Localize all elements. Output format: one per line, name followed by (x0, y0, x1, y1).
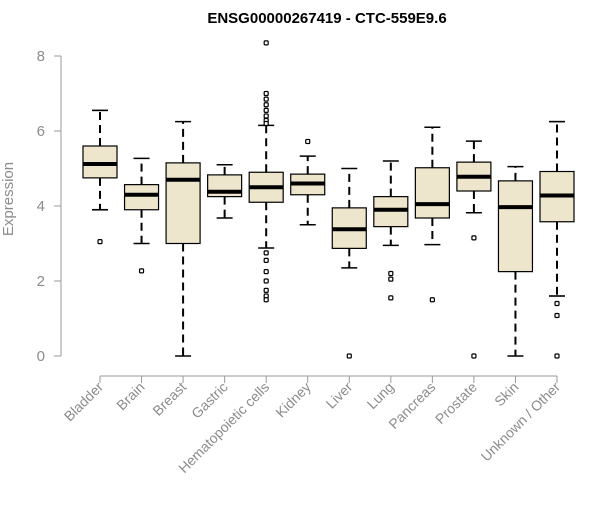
outlier-point (138, 268, 145, 274)
box-iqr (497, 180, 534, 273)
outlier-point (388, 276, 394, 282)
x-tick-label: Liver (323, 379, 356, 412)
outlier-point (263, 250, 269, 256)
outlier-point (263, 40, 269, 46)
box-group (290, 138, 326, 226)
x-tick-label: Unknown / Other (478, 379, 564, 465)
box-group (497, 165, 534, 357)
outlier-point (263, 113, 269, 119)
box-group (539, 120, 575, 359)
y-axis: 0 2 4 6 8 (37, 48, 62, 365)
outlier-point (471, 235, 477, 241)
x-tick-label: Lung (364, 379, 397, 412)
box-group (207, 163, 243, 219)
outlier-point (263, 96, 269, 102)
box-iqr (414, 167, 450, 219)
box-iqr (165, 162, 201, 245)
outlier-point (388, 295, 394, 301)
outlier-point (471, 353, 477, 359)
outlier-point (554, 353, 560, 359)
outlier-point (263, 90, 269, 97)
y-tick-label: 0 (37, 348, 45, 365)
box-group (414, 126, 450, 303)
outlier-point (263, 257, 269, 263)
x-tick-label: Breast (149, 379, 189, 419)
y-tick-label: 2 (37, 273, 45, 290)
box-group (248, 40, 284, 303)
box-group (123, 157, 160, 274)
x-tick-label: Kidney (272, 379, 314, 421)
outlier-point (305, 138, 311, 145)
outlier-point (263, 102, 269, 108)
y-tick-label: 8 (37, 48, 45, 65)
y-tick-label: 4 (37, 198, 45, 215)
box-iqr (82, 145, 118, 179)
outlier-point (346, 353, 352, 359)
boxplot-series (82, 40, 575, 359)
outlier-point (263, 278, 269, 284)
box-iqr (123, 184, 160, 211)
outlier-point (429, 297, 435, 303)
box-group (331, 167, 367, 359)
box-group (165, 120, 201, 357)
outlier-point (263, 297, 269, 303)
outlier-point (554, 312, 560, 319)
box-group (373, 160, 409, 301)
box-group (456, 140, 492, 359)
box-group (82, 109, 118, 245)
x-tick-label: Skin (491, 379, 522, 410)
outlier-point (263, 287, 269, 293)
outlier-point (263, 120, 269, 127)
chart-title: ENSG00000267419 - CTC-559E9.6 (207, 10, 446, 27)
x-tick-label: Prostate (432, 379, 480, 427)
outlier-point (263, 107, 269, 113)
x-tick-label: Brain (113, 379, 147, 413)
outlier-point (263, 269, 269, 275)
y-tick-label: 6 (37, 123, 45, 140)
outlier-point (388, 270, 394, 277)
y-axis-title: Expression (0, 162, 17, 236)
x-tick-label: Bladder (61, 379, 107, 425)
outlier-point (554, 300, 560, 307)
outlier-point (97, 239, 103, 245)
